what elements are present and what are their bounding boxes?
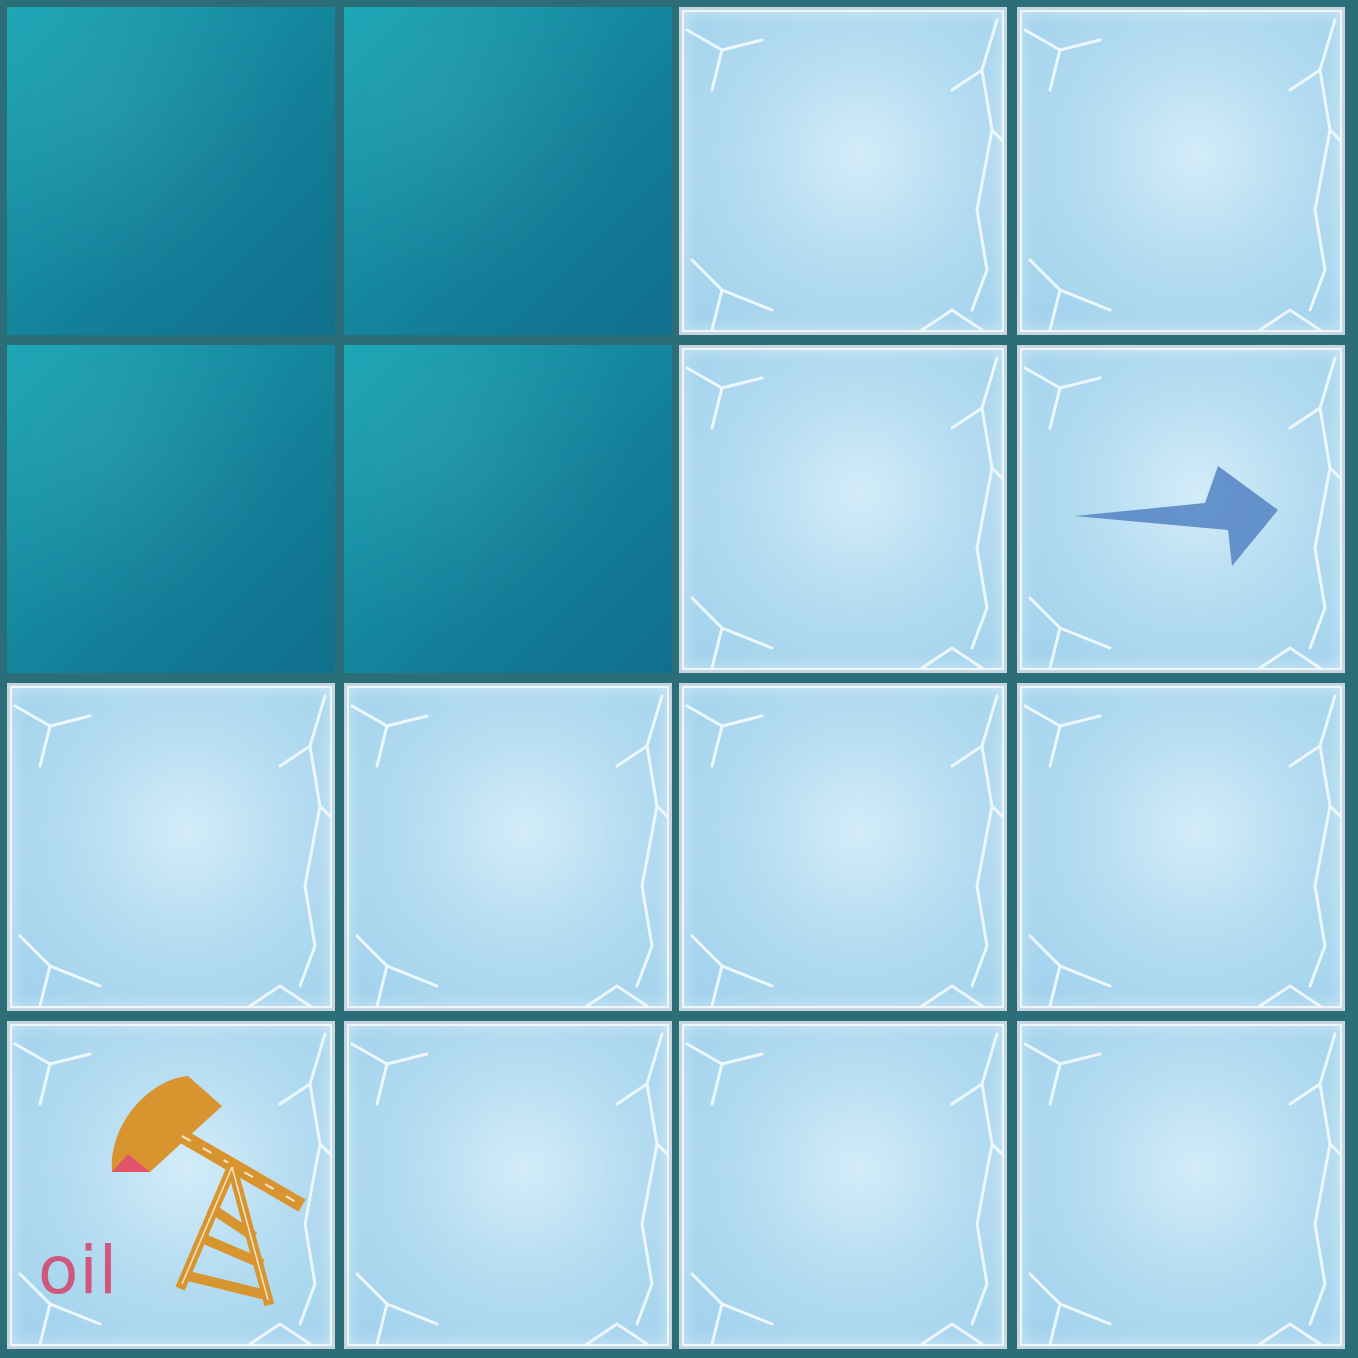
ice-cracks-icon [685,1032,1004,1346]
tile-ice-r3-c2 [679,1021,1007,1349]
tile-ice-r3-c0 [7,1021,335,1349]
ice-cracks-icon [350,1032,669,1346]
ice-cracks-icon [13,1032,332,1346]
agent-arrow-right-icon [1075,466,1278,566]
tile-ice-r3-c3 [1017,1021,1345,1349]
tile-ice-r2-c1 [344,683,672,1011]
tile-ice-r2-c0 [7,683,335,1011]
ice-cracks-icon [350,694,669,1008]
tile-water-r1-c0 [7,345,335,673]
tile-ice-r2-c2 [679,683,1007,1011]
ice-cracks-icon [685,356,1004,670]
ice-cracks-icon [1023,18,1342,332]
ice-cracks-icon [13,694,332,1008]
ice-cracks-icon [1023,694,1342,1008]
goal-label-oil: oil [38,1232,119,1309]
oil-derrick-icon [111,1076,306,1307]
tile-water-r1-c1 [344,345,672,673]
tile-water-r0-c0 [7,7,335,335]
tile-ice-r1-c2 [679,345,1007,673]
ice-cracks-icon [1023,356,1342,670]
tile-ice-r0-c3 [1017,7,1345,335]
tile-ice-r3-c1 [344,1021,672,1349]
ice-cracks-icon [685,694,1004,1008]
ice-cracks-icon [685,18,1004,332]
tile-ice-r2-c3 [1017,683,1345,1011]
tile-ice-r0-c2 [679,7,1007,335]
tile-water-r0-c1 [344,7,672,335]
tile-ice-r1-c3 [1017,345,1345,673]
ice-cracks-icon [1023,1032,1342,1346]
